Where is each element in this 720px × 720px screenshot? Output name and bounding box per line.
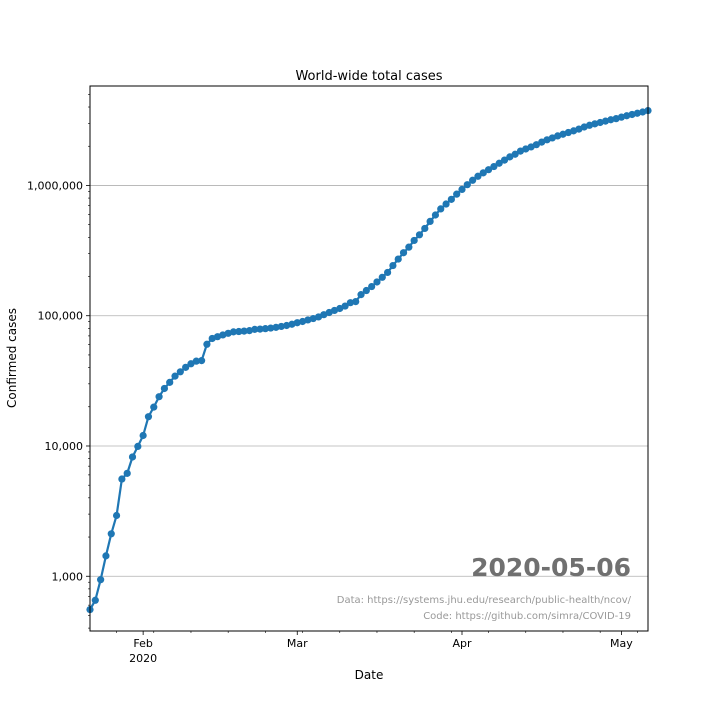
data-point bbox=[107, 530, 115, 538]
data-point bbox=[479, 169, 487, 177]
data-point bbox=[500, 156, 509, 164]
data-point bbox=[182, 363, 190, 371]
data-point bbox=[256, 325, 264, 333]
x-tick-label: Feb bbox=[133, 637, 152, 650]
data-point bbox=[495, 159, 503, 167]
data-point bbox=[458, 185, 466, 193]
data-point bbox=[463, 181, 471, 189]
data-point bbox=[139, 431, 147, 440]
data-point bbox=[198, 357, 206, 365]
data-source-note: Data: https://systems.jhu.edu/research/p… bbox=[337, 595, 632, 606]
data-point bbox=[128, 453, 137, 461]
data-point bbox=[368, 282, 376, 291]
x-axis-label: Date bbox=[355, 668, 384, 682]
data-point bbox=[203, 340, 211, 348]
data-point bbox=[166, 378, 174, 386]
data-point bbox=[511, 150, 519, 158]
y-axis-label: Confirmed cases bbox=[5, 308, 19, 408]
data-point bbox=[410, 236, 418, 245]
data-point bbox=[415, 231, 424, 239]
data-point bbox=[261, 325, 269, 333]
data-point bbox=[437, 205, 445, 213]
data-point bbox=[187, 360, 195, 368]
x-tick-label: Mar bbox=[287, 637, 308, 650]
y-tick-label: 1,000 bbox=[52, 570, 84, 583]
data-point bbox=[341, 302, 349, 310]
data-point bbox=[267, 324, 275, 332]
x-tick-label: Apr bbox=[452, 637, 472, 650]
code-source-note: Code: https://github.com/simra/COVID-19 bbox=[423, 611, 631, 622]
data-point bbox=[384, 268, 392, 277]
data-point bbox=[490, 162, 498, 171]
data-point bbox=[469, 176, 477, 184]
data-point bbox=[91, 596, 99, 604]
date-stamp: 2020-05-06 bbox=[471, 553, 631, 582]
data-point bbox=[373, 278, 381, 286]
data-point bbox=[150, 403, 158, 411]
axes: 1,000 10,000 100,000 1,000,000 Feb 2020 Mar Apr… bbox=[27, 94, 638, 665]
data-point bbox=[235, 327, 243, 336]
data-point bbox=[134, 442, 142, 450]
data-point bbox=[277, 322, 285, 331]
data-point bbox=[474, 172, 482, 180]
data-point bbox=[506, 153, 514, 161]
data-point bbox=[160, 384, 168, 393]
x-tick-sublabel: 2020 bbox=[129, 652, 157, 665]
data-point bbox=[176, 368, 184, 376]
data-point bbox=[171, 372, 179, 380]
data-point bbox=[229, 328, 238, 336]
data-point bbox=[421, 224, 429, 233]
data-point bbox=[112, 511, 121, 520]
data-point bbox=[352, 298, 360, 306]
data-point bbox=[442, 200, 450, 208]
y-tick-label: 1,000,000 bbox=[27, 179, 83, 192]
data-point bbox=[357, 291, 365, 299]
y-tick-label: 10,000 bbox=[45, 440, 84, 453]
series-total-cases bbox=[86, 106, 652, 614]
data-point bbox=[251, 325, 259, 333]
data-point bbox=[102, 552, 110, 560]
data-point bbox=[240, 327, 248, 335]
x-tick-label: May bbox=[610, 637, 633, 650]
data-point bbox=[362, 286, 370, 295]
data-point bbox=[447, 195, 455, 203]
data-point bbox=[378, 273, 386, 281]
data-point bbox=[144, 413, 153, 421]
plot-frame bbox=[89, 85, 649, 632]
chart-title: World-wide total cases bbox=[295, 69, 442, 84]
annotation-group: 2020-05-06 Data: https://systems.jhu.edu… bbox=[337, 553, 632, 622]
data-point bbox=[405, 243, 413, 251]
data-point bbox=[431, 211, 440, 219]
data-point bbox=[484, 166, 493, 174]
y-tick-label: 100,000 bbox=[38, 310, 84, 323]
data-point bbox=[118, 475, 126, 483]
data-point bbox=[155, 393, 163, 401]
data-point bbox=[97, 576, 105, 584]
data-point bbox=[272, 323, 280, 331]
data-point bbox=[426, 217, 434, 226]
data-point bbox=[123, 469, 131, 477]
grid-lines bbox=[90, 185, 648, 577]
data-point bbox=[389, 261, 397, 270]
data-point bbox=[192, 357, 200, 365]
data-point bbox=[453, 190, 461, 198]
data-point bbox=[394, 255, 402, 263]
data-point bbox=[399, 249, 408, 257]
